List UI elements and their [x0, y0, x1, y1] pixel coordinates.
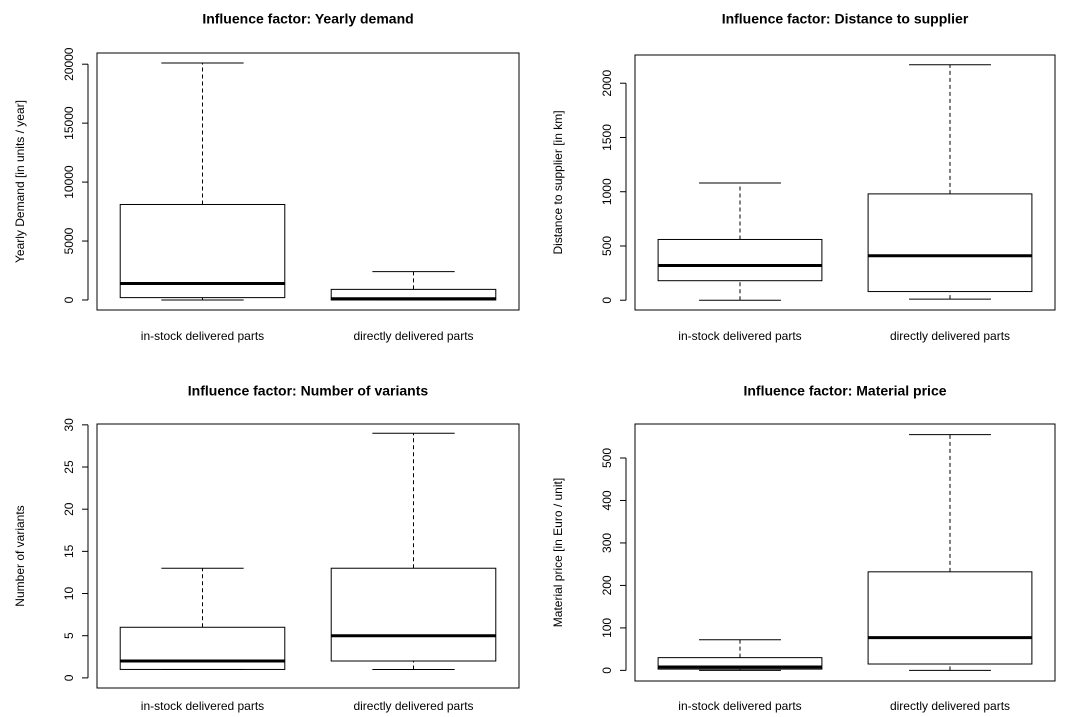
y-tick-label: 0: [62, 296, 76, 303]
y-tick-label: 2000: [600, 70, 614, 97]
y-axis-title: Distance to supplier [in km]: [551, 110, 565, 254]
y-axis-title: Number of variants: [13, 505, 27, 606]
box: [867, 571, 1033, 665]
y-tick-label: 300: [600, 533, 614, 553]
box: [330, 567, 497, 662]
y-tick-label: 500: [600, 236, 614, 256]
y-tick-label: 0: [62, 674, 76, 681]
x-tick-label: directly delivered parts: [353, 329, 473, 343]
y-tick-label: 5: [62, 632, 76, 639]
x-tick-label: in-stock delivered parts: [141, 329, 264, 343]
y-tick-label: 500: [600, 448, 614, 468]
y-tick-label: 0: [600, 667, 614, 674]
x-tick-label: in-stock delivered parts: [678, 329, 801, 343]
y-tick-label: 25: [62, 460, 76, 474]
y-tick-label: 15: [62, 544, 76, 558]
chart-title: Influence factor: Yearly demand: [202, 11, 413, 27]
x-tick-label: directly delivered parts: [353, 699, 473, 713]
chart-title: Influence factor: Number of variants: [188, 383, 429, 399]
x-tick-label: directly delivered parts: [890, 699, 1010, 713]
y-axis-title: Yearly Demand [in units / year]: [13, 100, 27, 263]
chart-title: Influence factor: Distance to supplier: [722, 11, 969, 27]
y-tick-label: 1000: [600, 178, 614, 205]
plot-frame: [634, 423, 1056, 682]
y-axis-title: Material price [in Euro / unit]: [551, 478, 565, 627]
box: [119, 626, 286, 670]
y-tick-label: 100: [600, 618, 614, 638]
y-tick-label: 5000: [62, 227, 76, 254]
y-tick-label: 10: [62, 587, 76, 601]
x-tick-label: in-stock delivered parts: [678, 699, 801, 713]
chart-title: Influence factor: Material price: [743, 383, 946, 399]
y-tick-label: 200: [600, 575, 614, 595]
y-tick-label: 20: [62, 502, 76, 516]
box: [657, 657, 823, 670]
y-tick-label: 0: [600, 297, 614, 304]
box: [657, 238, 823, 282]
plot-frame: [96, 52, 520, 311]
x-tick-label: directly delivered parts: [890, 329, 1010, 343]
plot-frame: [634, 54, 1056, 311]
plot-frame: [96, 423, 520, 689]
y-tick-label: 1500: [600, 124, 614, 151]
x-tick-label: in-stock delivered parts: [141, 699, 264, 713]
y-tick-label: 30: [62, 418, 76, 432]
y-tick-label: 400: [600, 490, 614, 510]
y-tick-label: 10000: [62, 165, 76, 199]
y-tick-label: 15000: [62, 106, 76, 140]
box: [867, 193, 1033, 293]
y-tick-label: 20000: [62, 47, 76, 81]
